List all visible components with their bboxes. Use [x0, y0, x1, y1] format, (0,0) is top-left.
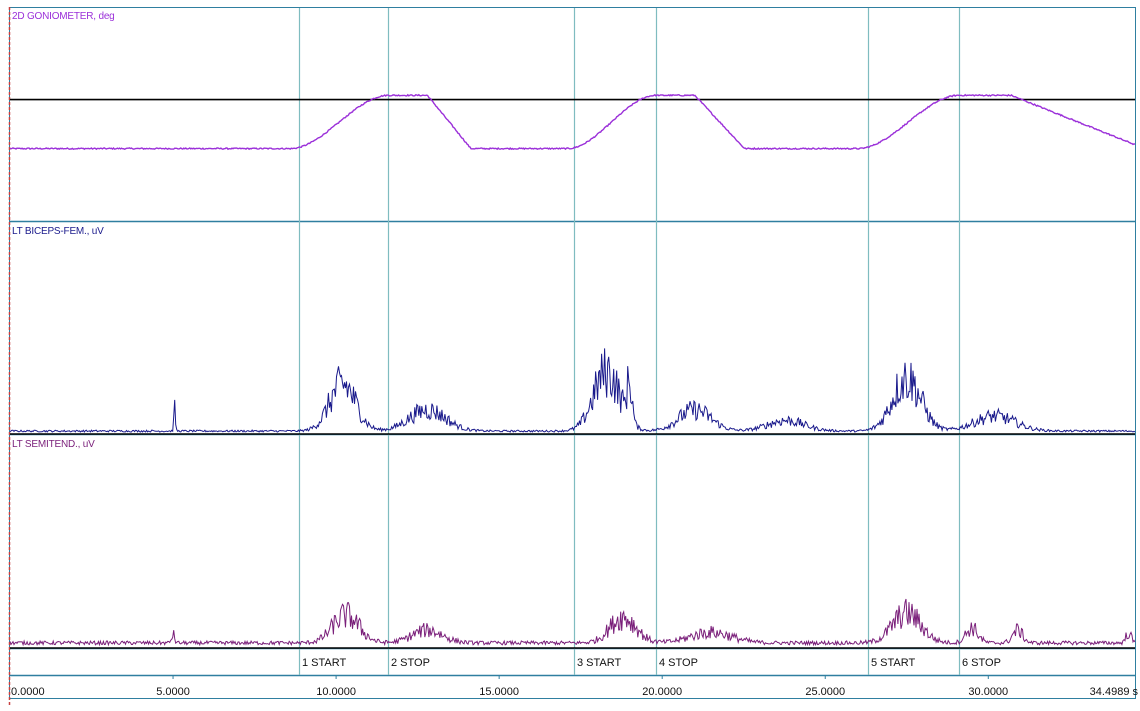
x-tick-label: 10.0000 [316, 686, 356, 698]
marker-label: 5 START [871, 657, 915, 669]
marker-label: 1 START [302, 657, 346, 669]
x-tick-label: 5.0000 [156, 686, 190, 698]
marker-label: 2 STOP [391, 657, 430, 669]
series-line [9, 348, 1136, 433]
x-tick-label: 34.4989 s [1090, 686, 1139, 698]
channel-label: LT BICEPS-FEM., uV [12, 226, 104, 237]
marker-label: 4 STOP [659, 657, 698, 669]
marker-label: 3 START [577, 657, 621, 669]
x-tick-label: 30.0000 [968, 686, 1008, 698]
x-tick-label: 25.0000 [805, 686, 845, 698]
x-tick-label: 0.0000 [11, 686, 45, 698]
channel-label: 2D GONIOMETER, deg [12, 11, 115, 22]
series-line [9, 93, 1136, 151]
series-line [9, 598, 1136, 647]
x-tick-label: 20.0000 [642, 686, 682, 698]
x-tick-label: 15.0000 [479, 686, 519, 698]
chart-frame [9, 7, 1136, 699]
marker-label: 6 STOP [962, 657, 1001, 669]
channel-label: LT SEMITEND., uV [12, 439, 95, 450]
